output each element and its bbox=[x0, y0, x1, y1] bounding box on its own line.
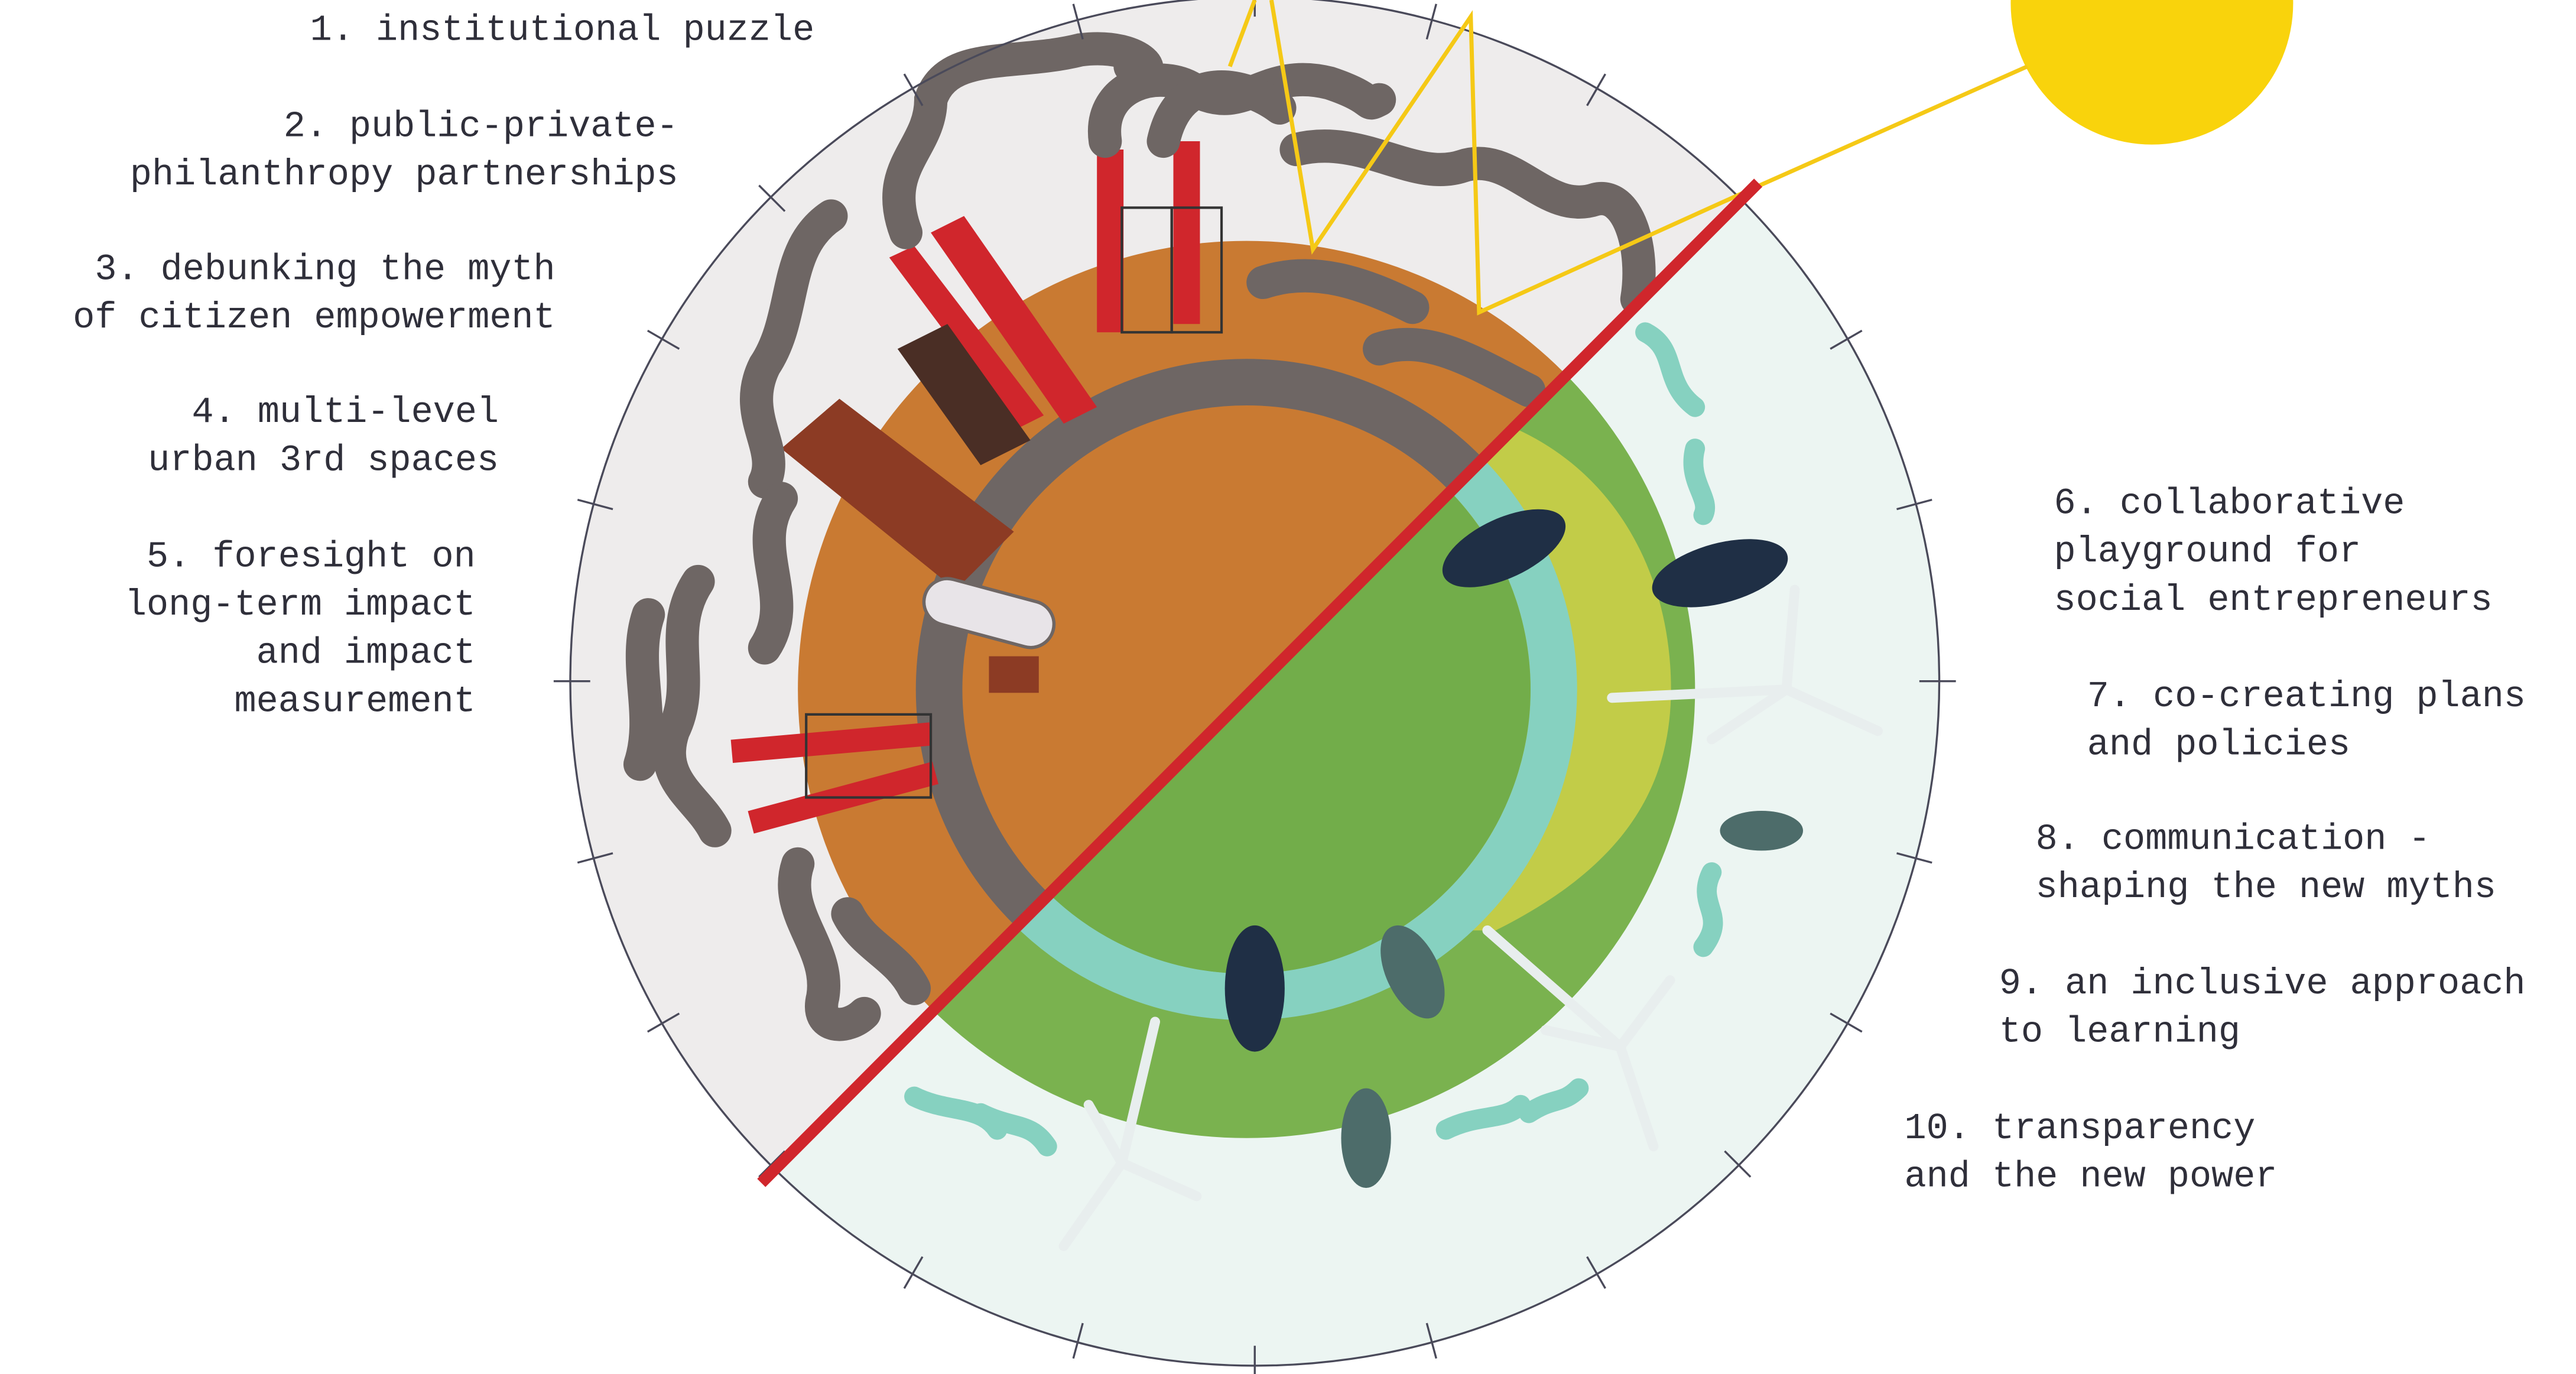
label-line: 6. collaborative bbox=[2054, 483, 2405, 525]
divider-line bbox=[757, 178, 1763, 1187]
ring-tick bbox=[1724, 1150, 1752, 1178]
ring-tick bbox=[758, 1150, 786, 1178]
ring-tick bbox=[1830, 330, 1863, 350]
ring-tick bbox=[1586, 73, 1606, 106]
labels: 1. institutional puzzle 2. public-private… bbox=[73, 9, 2526, 1197]
label-line: 2. public-private- bbox=[284, 106, 678, 148]
label-line: philanthropy partnerships bbox=[130, 154, 678, 196]
ring-tick bbox=[647, 1012, 680, 1033]
label-line: social entrepreneurs bbox=[2054, 580, 2493, 621]
ring-ticks bbox=[553, 0, 1956, 1374]
label-line: urban 3rd spaces bbox=[148, 440, 499, 482]
ring-tick bbox=[1830, 1012, 1863, 1033]
ring-tick bbox=[1072, 1323, 1084, 1359]
label-line: 5. foresight on bbox=[147, 537, 476, 578]
sun-rays bbox=[1227, 0, 2028, 316]
label-line: 8. communication - bbox=[2036, 819, 2431, 860]
label-line: playground for bbox=[2054, 531, 2361, 573]
ring-tick bbox=[577, 852, 613, 864]
ring-tick bbox=[1072, 4, 1084, 40]
label-line: 4. multi-level bbox=[192, 392, 499, 433]
ring-tick bbox=[1896, 852, 1932, 864]
ring-tick bbox=[903, 73, 924, 106]
label-line: and impact bbox=[256, 633, 476, 674]
label-line: long-term impact bbox=[125, 584, 476, 626]
label-line: of citizen empowerment bbox=[73, 297, 555, 339]
ring-tick bbox=[1425, 4, 1437, 40]
ring-tick bbox=[758, 184, 786, 212]
breeze bbox=[904, 322, 1723, 1157]
label-line: 10. transparency bbox=[1905, 1108, 2256, 1149]
wind-turbines bbox=[1058, 584, 1883, 1251]
sun bbox=[2010, 0, 2294, 145]
ring-tick bbox=[903, 1256, 924, 1289]
label-line: shaping the new myths bbox=[2036, 867, 2496, 908]
ring-tick bbox=[1425, 1323, 1437, 1359]
label-line: and policies bbox=[2087, 724, 2350, 765]
smoke bbox=[623, 32, 1656, 1041]
label-line: 7. co-creating plans bbox=[2087, 676, 2526, 717]
label-line: 9. an inclusive approach bbox=[1999, 963, 2526, 1005]
label-line: 3. debunking the myth bbox=[95, 249, 555, 290]
ring-tick bbox=[647, 330, 680, 350]
ring-tick bbox=[1896, 498, 1932, 511]
label-line: 1. institutional puzzle bbox=[310, 9, 815, 51]
ring-tick bbox=[1586, 1256, 1606, 1289]
label-line: and the new power bbox=[1905, 1156, 2278, 1197]
trees bbox=[1224, 509, 1804, 1188]
label-line: measurement bbox=[234, 681, 475, 722]
ring-tick bbox=[577, 498, 613, 511]
label-line: to learning bbox=[1999, 1012, 2240, 1053]
smokestacks bbox=[730, 141, 1223, 834]
